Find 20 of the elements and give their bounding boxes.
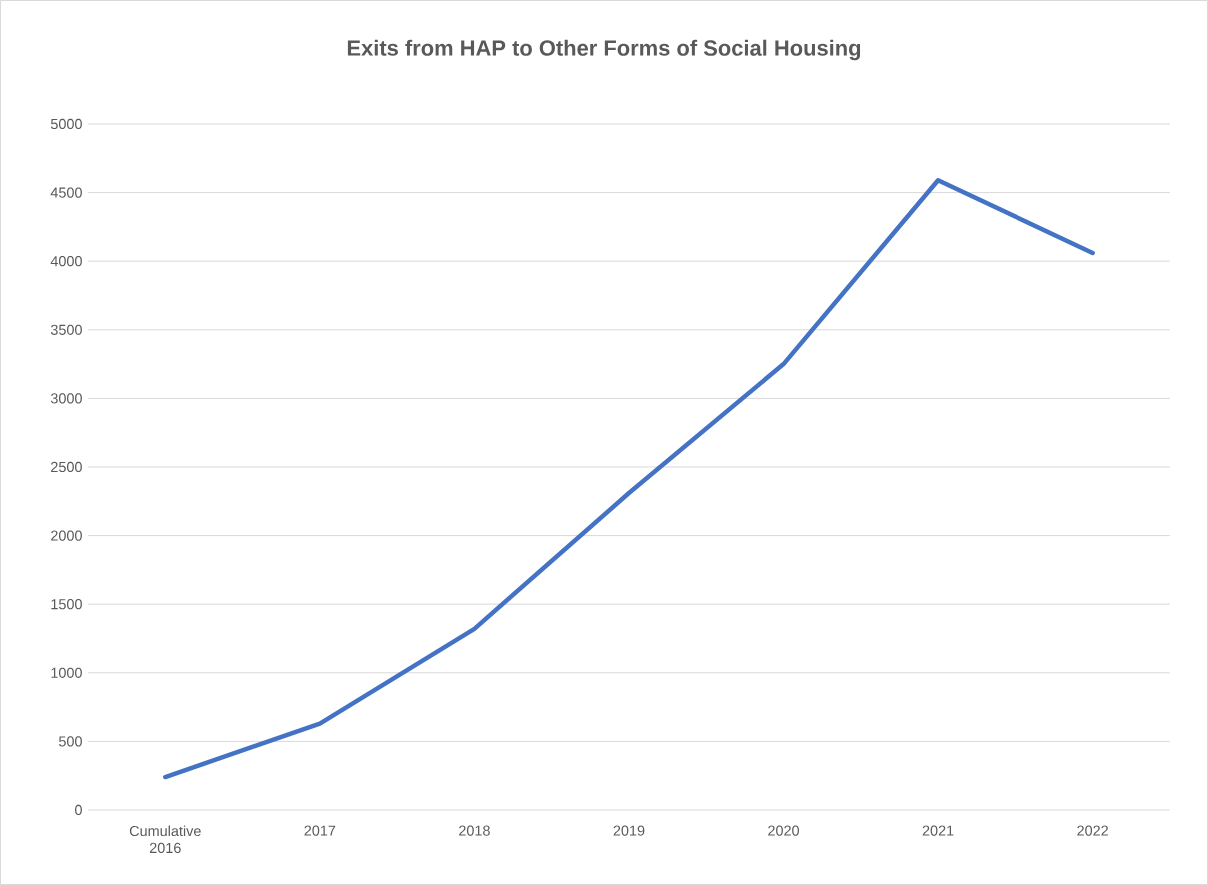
- y-tick-label: 2000: [51, 530, 82, 541]
- x-tick-label: 2020: [768, 825, 800, 836]
- x-tick-label: 2017: [304, 825, 336, 836]
- x-tick-label: 2021: [922, 825, 954, 836]
- y-tick-label: 1500: [51, 599, 82, 610]
- y-tick-label: 500: [58, 736, 82, 747]
- y-tick-label: 0: [75, 804, 82, 816]
- chart-title: Exits from HAP to Other Forms of Social Housing: [347, 39, 861, 61]
- y-tick-label: 1000: [51, 667, 82, 678]
- x-tick-label: 2018: [459, 825, 490, 836]
- line-series: [163, 177, 1095, 780]
- y-tick-label: 3500: [50, 324, 82, 335]
- y-tick-label: 2500: [51, 461, 82, 473]
- y-tick-label: 4000: [50, 256, 82, 267]
- x-tick-label: 2019: [613, 825, 645, 836]
- x-tick-label: 2022: [1077, 825, 1108, 836]
- y-tick-label: 5000: [50, 118, 82, 130]
- y-tick-label: 3000: [50, 393, 82, 404]
- y-tick-label: 4500: [50, 187, 82, 198]
- x-tick-label: Cumulative 2016: [129, 825, 201, 854]
